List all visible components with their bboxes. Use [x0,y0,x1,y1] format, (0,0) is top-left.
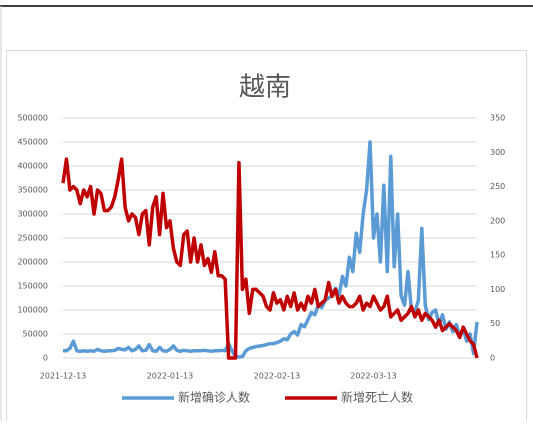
legend-label: 新增确诊人数 [178,390,250,405]
y-tick-label: 300000 [17,210,48,219]
chart-area [6,50,527,425]
y-tick-label: 0 [43,354,48,363]
y-tick-label: 250000 [17,234,48,243]
x-tick-label: 2021-12-13 [40,372,87,381]
y-tick-label: 50000 [23,330,48,339]
y2-tick-label: 300 [490,148,505,157]
x-tick-label: 2022-03-13 [350,372,397,381]
y-tick-label: 100000 [17,306,48,315]
y2-tick-label: 200 [490,216,505,225]
y2-tick-label: 350 [490,114,505,123]
y-tick-label: 200000 [17,258,48,267]
x-tick-label: 2022-01-13 [147,372,194,381]
y2-tick-label: 250 [490,182,505,191]
y2-tick-label: 0 [490,354,495,363]
series-line [63,140,479,359]
y-tick-label: 400000 [17,162,48,171]
series-line [61,157,479,360]
y-tick-label: 350000 [17,186,48,195]
y2-tick-label: 50 [490,319,500,328]
chart-title: 越南 [239,73,291,103]
y2-tick-label: 150 [490,251,505,260]
legend-label: 新增死亡人数 [341,390,413,405]
y-tick-label: 450000 [17,138,48,147]
y-tick-label: 150000 [17,282,48,291]
x-tick-label: 2022-02-13 [254,372,301,381]
y-tick-label: 500000 [17,114,48,123]
y2-tick-label: 100 [490,285,505,294]
